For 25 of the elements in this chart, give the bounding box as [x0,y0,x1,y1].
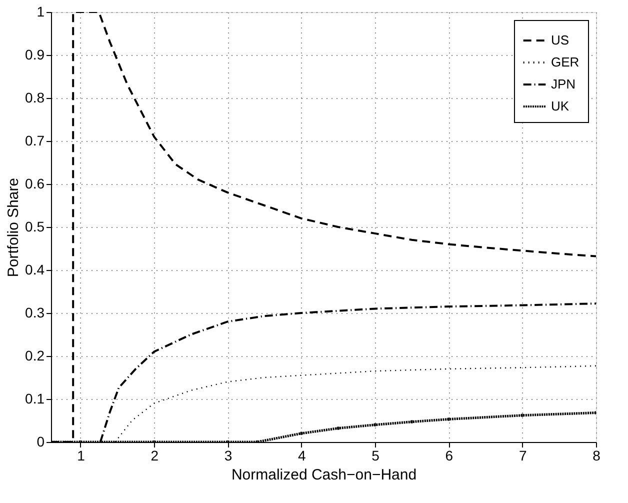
y-tick-label: 0.6 [25,176,45,192]
y-axis-title: Portfolio Share [5,178,22,278]
y-tick-label: 0.9 [25,46,45,62]
x-tick-label: 4 [298,448,306,464]
x-tick-label: 7 [518,448,527,464]
y-tick-label: 1 [36,4,45,20]
y-tick-label: 0.2 [25,348,45,364]
y-tick-label: 0.4 [25,262,45,278]
x-tick-label: 6 [445,448,454,464]
legend-label: US [551,32,570,48]
x-tick-label: 3 [224,448,232,464]
y-tick-label: 0 [36,434,45,450]
legend-label: JPN [551,76,576,92]
legend-label: UK [551,98,570,114]
x-axis-title: Normalized Cash−on−Hand [231,466,417,484]
legend-label: GER [551,54,580,70]
y-tick-label: 0.8 [25,90,45,106]
x-tick-label: 2 [150,448,159,464]
y-tick-label: 0.1 [25,390,45,406]
x-tick-label: 1 [77,448,86,464]
y-tick-label: 0.3 [25,304,45,320]
y-tick-label: 0.7 [25,132,45,148]
x-tick-label: 8 [592,448,601,464]
y-tick-label: 0.5 [25,218,45,234]
x-tick-label: 5 [372,448,380,464]
